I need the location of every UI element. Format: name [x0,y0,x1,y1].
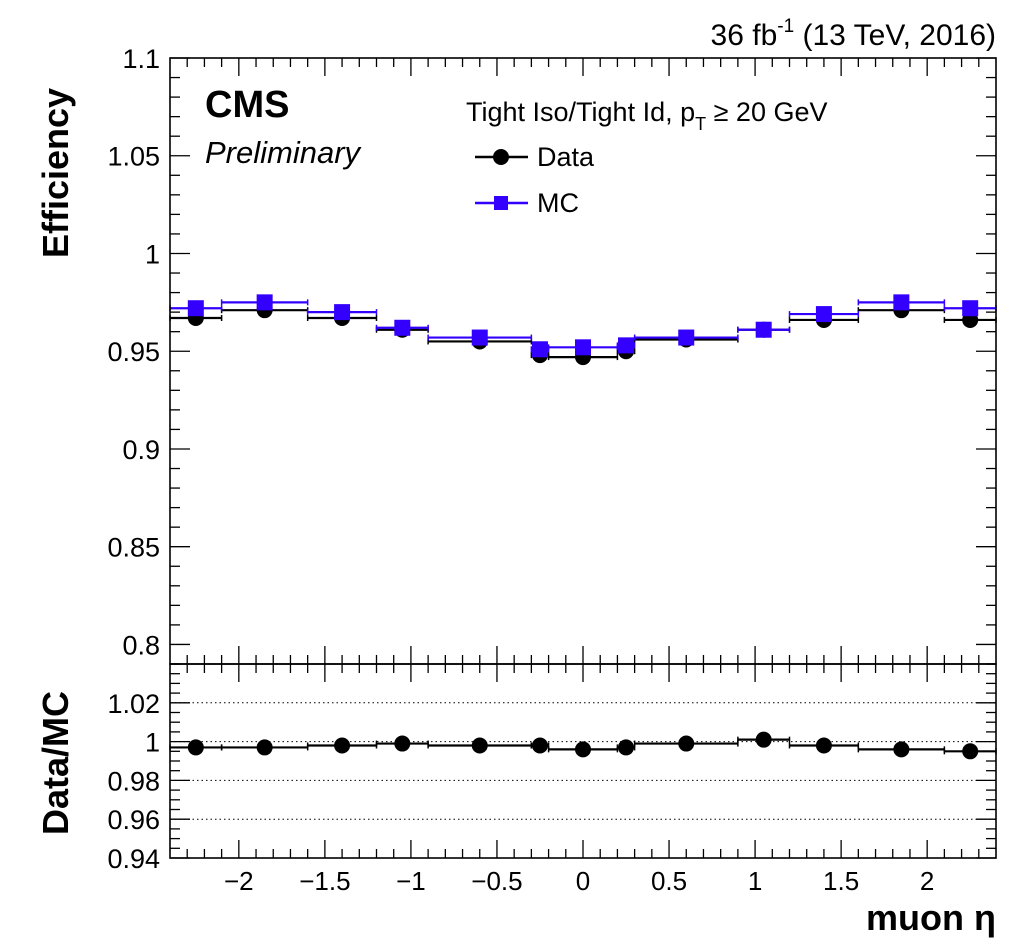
mc-point [531,341,548,358]
legend-mc-marker [494,196,508,210]
mc-point [618,337,635,354]
ratio-point [187,739,204,756]
ratio-point [471,737,488,754]
y-tick-label: 0.85 [107,533,160,563]
ratio-frame [169,663,997,859]
mc-point [815,306,832,323]
ratio-point [962,743,979,760]
y-tick-label: 0.95 [107,337,160,367]
lumi-label: 36 fb-1 (13 TeV, 2016) [711,16,996,52]
y-tick-label: 1.1 [122,44,160,74]
ratio-ylabel: Data/MC [35,691,76,835]
ratio-point [618,739,635,756]
main-ylabel: Efficiency [35,88,76,258]
y-tick-label: 1.02 [107,689,160,719]
x-tick-label: −0.5 [471,866,522,896]
ratio-point [815,737,832,754]
ratio-point [256,739,273,756]
mc-point [187,300,204,317]
ratio-point [755,731,772,748]
ratio-point [893,741,910,758]
ratio-plot: 0.94 0.96 0.98 1 1.02 −2 −1.5 −1 −0.5 0 0.5 1 1.5 2 [107,663,997,896]
mc-point [755,321,772,338]
ratio-point [678,735,695,752]
x-tick-label: 0 [576,866,590,896]
mc-point [962,300,979,317]
mc-point [575,339,591,356]
mc-point [256,294,273,311]
x-tick-label: −2 [224,866,254,896]
legend-data-marker [493,149,509,165]
ratio-point [575,741,591,758]
legend-title: Tight Iso/Tight Id, pT ≥ 20 GeV [466,97,828,134]
legend-mc-label: MC [537,188,579,218]
y-tick-label: 1.05 [107,142,160,172]
mc-point [678,329,695,346]
ratio-point [531,737,548,754]
y-tick-label: 1 [145,728,160,758]
x-tick-label: 2 [920,866,934,896]
y-tick-label: 0.96 [107,805,160,835]
y-tick-label: 0.8 [122,630,160,660]
y-tick-label: 1 [145,239,160,269]
mc-point [394,319,411,336]
x-axis-title: muon η [866,897,996,938]
efficiency-plot: 0.8 0.85 0.9 0.95 1 1.05 1.1 [107,44,997,665]
preliminary-label: Preliminary [205,135,363,170]
legend-entry-mc: MC [475,188,579,218]
ratio-point [394,735,411,752]
cms-label: CMS [205,84,289,126]
x-tick-label: −1.5 [299,866,350,896]
y-tick-label: 0.9 [122,435,160,465]
x-tick-label: −1 [396,866,426,896]
x-tick-label: 1.5 [823,866,859,896]
y-tick-label: 0.94 [107,844,160,874]
x-tick-label: 1 [748,866,762,896]
y-tick-label: 0.98 [107,766,160,796]
legend-entry-data: Data [475,142,595,172]
x-tick-label: 0.5 [651,866,687,896]
legend-data-label: Data [537,142,595,172]
mc-point [893,294,910,311]
mc-point [471,329,488,346]
ratio-point [334,737,351,754]
legend: Tight Iso/Tight Id, pT ≥ 20 GeV Data MC [466,97,828,218]
mc-point [334,304,351,321]
